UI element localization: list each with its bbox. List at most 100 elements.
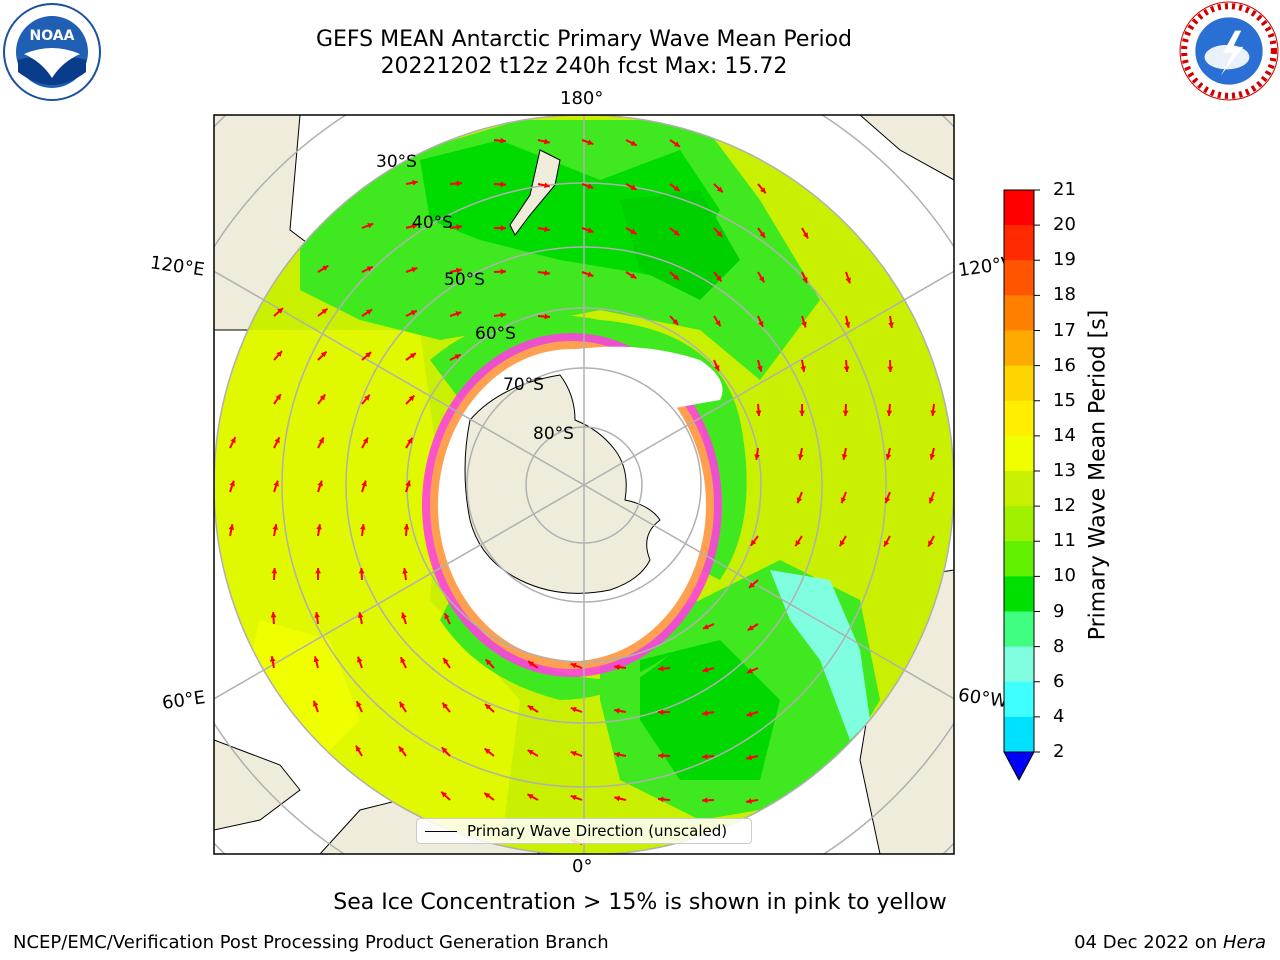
- wave-arrow-head: [544, 226, 550, 232]
- wave-arrow-head: [273, 480, 279, 487]
- wave-arrow-head: [230, 437, 236, 444]
- wave-arrow-head: [362, 437, 368, 444]
- antarctica-land: [464, 374, 661, 594]
- wave-arrow-head: [746, 798, 752, 804]
- colorbar-segment: [1004, 365, 1034, 402]
- wave-arrow-head: [543, 138, 550, 145]
- wave-arrow-head: [441, 791, 448, 798]
- wave-arrow-head: [630, 184, 637, 190]
- wave-arrow-head: [843, 366, 850, 372]
- wave-arrow-head: [630, 228, 637, 234]
- wave-arrow-head: [455, 311, 462, 317]
- wave-arrow-head: [800, 366, 806, 372]
- wave-arrow-head: [271, 568, 278, 574]
- graticule: [214, 115, 954, 854]
- wave-arrow-head: [443, 658, 449, 664]
- wave-arrow-head: [614, 664, 620, 671]
- wave-arrow-head: [715, 275, 722, 282]
- wave-arrow-head: [319, 394, 326, 401]
- wave-arrow-head: [570, 662, 577, 669]
- legend-line-icon: [425, 831, 457, 832]
- colorbar-extend-min: [1003, 751, 1035, 782]
- wave-arrow-head: [796, 497, 803, 504]
- wave-arrow-head: [587, 139, 594, 145]
- wave-arrow-head: [587, 227, 594, 233]
- colorbar-tick-label: 18: [1053, 284, 1076, 306]
- wave-arrow-head: [484, 748, 491, 755]
- wave-arrow-head: [361, 480, 367, 487]
- run-host: Hera: [1222, 932, 1266, 953]
- wave-arrow-head: [274, 437, 280, 444]
- wave-arrow-head: [658, 709, 664, 715]
- colorbar-segment: [1004, 681, 1034, 718]
- wave-arrow-head: [758, 276, 765, 283]
- colorbar-tick-label: 10: [1053, 565, 1076, 587]
- colorbar-segment: [1004, 541, 1034, 577]
- wave-arrow-head: [884, 540, 890, 547]
- wave-arrow-head: [587, 183, 594, 189]
- wave-arrow-head: [356, 701, 362, 708]
- colorbar-tick-label: 4: [1053, 705, 1065, 727]
- wave-arrow-head: [930, 410, 937, 416]
- legend-label: Primary Wave Direction (unscaled): [467, 822, 728, 840]
- wave-arrow-head: [455, 267, 462, 274]
- noaa-logo: NOAA: [3, 3, 101, 101]
- wave-arrow-head: [398, 746, 405, 753]
- colorbar-segment: [1004, 506, 1034, 542]
- colorbar-tick-label: 15: [1053, 389, 1076, 411]
- wave-arrow-head: [312, 700, 319, 707]
- wave-arrow-head: [366, 309, 373, 315]
- wave-arrow-head: [365, 352, 372, 358]
- colorbar-tick-label: 20: [1053, 214, 1076, 236]
- map-legend: Primary Wave Direction (unscaled): [416, 818, 752, 844]
- wave-arrow-head: [229, 480, 235, 487]
- colorbar-segment: [1004, 611, 1034, 648]
- wave-arrow-head: [841, 453, 848, 460]
- colorbar-tick-label: 17: [1053, 319, 1076, 341]
- wave-arrow-head: [842, 410, 849, 416]
- wave-arrow-head: [407, 437, 413, 444]
- colorbar-segment: [1004, 471, 1034, 507]
- wave-arrow-head: [673, 274, 679, 281]
- wave-arrow-head: [402, 568, 408, 574]
- wave-arrow-head: [500, 181, 506, 188]
- wave-arrow-head: [750, 539, 757, 546]
- wave-arrow-head: [314, 612, 320, 618]
- lon-label-0: 0°: [572, 856, 593, 877]
- wave-arrow-head: [760, 187, 766, 194]
- lat-label-60s: 60°S: [475, 324, 516, 344]
- colorbar-segment: [1004, 295, 1034, 331]
- wave-arrow-head: [746, 668, 753, 674]
- wave-arrow-head: [544, 182, 550, 189]
- wave-arrow-head: [441, 747, 448, 754]
- lat-label-70s: 70°S: [503, 375, 544, 395]
- wave-arrow-head: [366, 266, 373, 272]
- wave-arrow-head: [442, 702, 448, 709]
- wave-arrow-head: [500, 312, 506, 318]
- lat-label-30s: 30°S: [376, 152, 417, 172]
- colorbar-tick-label: 13: [1053, 460, 1076, 481]
- wave-arrow-head: [544, 270, 550, 276]
- colorbar-segment: [1004, 435, 1034, 472]
- wave-arrow-head: [758, 320, 764, 327]
- wave-arrow-head: [884, 497, 891, 504]
- wave-arrow-head: [315, 568, 321, 574]
- wave-arrow-head: [614, 751, 620, 758]
- wave-arrow-head: [367, 222, 374, 229]
- wave-arrow-head: [715, 320, 721, 327]
- wave-arrow-head: [714, 364, 720, 371]
- lat-label-50s: 50°S: [444, 270, 485, 290]
- wave-arrow-head: [614, 708, 620, 714]
- colorbar-segment: [1004, 576, 1034, 612]
- wave-arrow-head: [276, 351, 283, 357]
- wave-arrow-head: [886, 410, 893, 416]
- colorbar-tick-label: 9: [1053, 600, 1065, 622]
- colorbar-tick-label: 16: [1053, 354, 1076, 376]
- wave-arrow-head: [228, 524, 235, 531]
- wave-arrow-head: [587, 271, 594, 277]
- wave-arrow-head: [802, 276, 808, 283]
- wave-arrow-head: [400, 657, 406, 664]
- wave-arrow-head: [277, 308, 284, 314]
- wave-arrow-head: [484, 792, 491, 799]
- wave-arrow-head: [802, 232, 808, 239]
